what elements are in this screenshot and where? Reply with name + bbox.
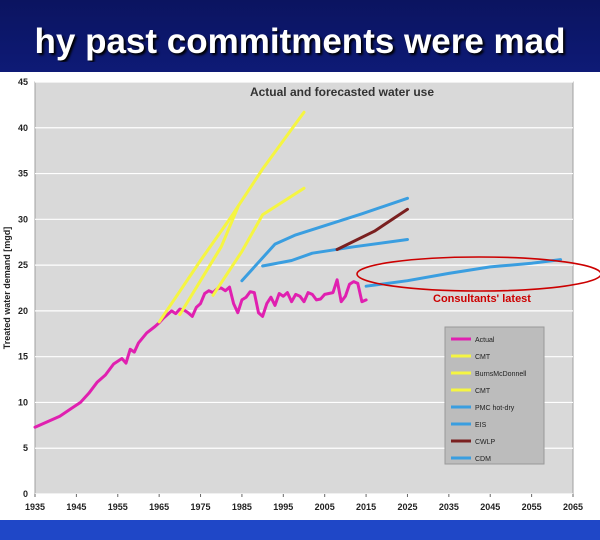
series-line-7 (364, 258, 563, 288)
x-tick-label: 1995 (273, 502, 293, 512)
legend-label: CDM (475, 456, 491, 463)
y-tick-label: 20 (18, 306, 28, 316)
footer-band (0, 520, 600, 540)
chart-title: Actual and forecasted water use (250, 85, 434, 99)
legend-label: EIS (475, 422, 487, 429)
series-line-5 (261, 238, 409, 268)
series-line-6 (335, 207, 409, 251)
x-tick-label: 1975 (191, 502, 211, 512)
y-tick-label: 40 (18, 123, 28, 133)
y-tick-label: 30 (18, 214, 28, 224)
series-line-0 (33, 278, 368, 429)
y-axis-label: Treated water demand [mgd] (2, 227, 12, 350)
legend-label: Actual (475, 337, 495, 344)
x-tick-label: 2005 (315, 502, 335, 512)
x-tick-label: 2065 (563, 502, 583, 512)
x-tick-label: 1935 (25, 502, 45, 512)
consultants-latest-ellipse (356, 256, 600, 292)
y-tick-label: 45 (18, 77, 28, 87)
legend-label: PMC hot-dry (475, 405, 515, 412)
x-tick-label: 2045 (480, 502, 500, 512)
series-line-2 (178, 205, 240, 317)
y-tick-label: 35 (18, 169, 28, 179)
y-tick-label: 25 (18, 260, 28, 270)
series-line-4 (240, 196, 409, 283)
legend-label: CMT (475, 354, 491, 361)
x-tick-label: 1965 (149, 502, 169, 512)
chart-panel: 0 5 10 15 20 25 30 35 40 45 1935 1945 1955 1965 1975 19… (0, 72, 600, 520)
x-tick-label: 2015 (356, 502, 376, 512)
x-tick-label: 2055 (522, 502, 542, 512)
x-tick-label: 2035 (439, 502, 459, 512)
y-tick-label: 5 (23, 443, 28, 453)
y-tick-label: 10 (18, 397, 28, 407)
series-line-3 (211, 186, 306, 297)
slide-title: hy past commitments were mad (34, 22, 566, 61)
x-tick-label: 1955 (108, 502, 128, 512)
legend-label: CWLP (475, 439, 496, 446)
legend-label: BurnsMcDonnell (475, 371, 527, 378)
x-tick-label: 2025 (397, 502, 417, 512)
y-tick-label: 15 (18, 352, 28, 362)
annotation-label: Consultants' latest (433, 293, 531, 305)
x-tick-label: 1945 (66, 502, 86, 512)
series-line-1 (157, 110, 306, 324)
y-tick-label: 0 (23, 489, 28, 499)
legend-label: CMT (475, 388, 491, 395)
x-tick-label: 1985 (232, 502, 252, 512)
